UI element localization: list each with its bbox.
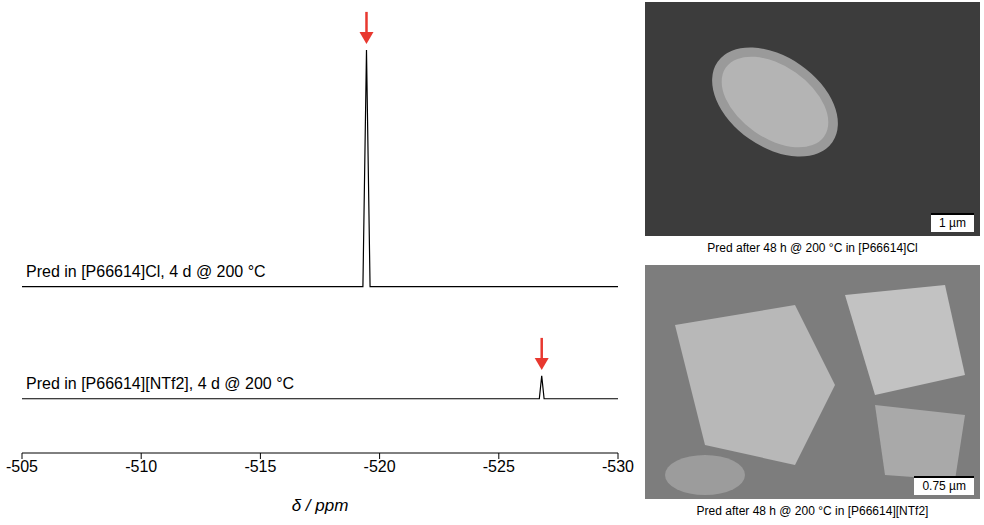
html-text:Pred after 48 h @ 200 °C in [P: Pred after 48 h @ 200 °C in [P66614][NTf… (696, 504, 929, 518)
html-text:Pred after 48 h @ 200 °C in [P: Pred after 48 h @ 200 °C in [P66614]Cl (707, 241, 918, 255)
svg-text:-510: -510 (125, 458, 157, 475)
svg-text:Pred in [P66614][NTf2], 4 d @: Pred in [P66614][NTf2], 4 d @ 200 °C (26, 375, 294, 392)
svg-text:-515: -515 (244, 458, 276, 475)
svg-text:Pred in [P66614]Cl, 4 d @ 200: Pred in [P66614]Cl, 4 d @ 200 °C (26, 263, 266, 280)
svg-text:δ / ppm: δ / ppm (292, 496, 349, 515)
svg-text:-525: -525 (483, 458, 515, 475)
svg-text:-520: -520 (364, 458, 396, 475)
svg-text:-505: -505 (6, 458, 38, 475)
html-text:1 µm: 1 µm (939, 216, 966, 230)
svg-text:-530: -530 (602, 458, 634, 475)
html-text:0.75 µm: 0.75 µm (922, 479, 966, 493)
